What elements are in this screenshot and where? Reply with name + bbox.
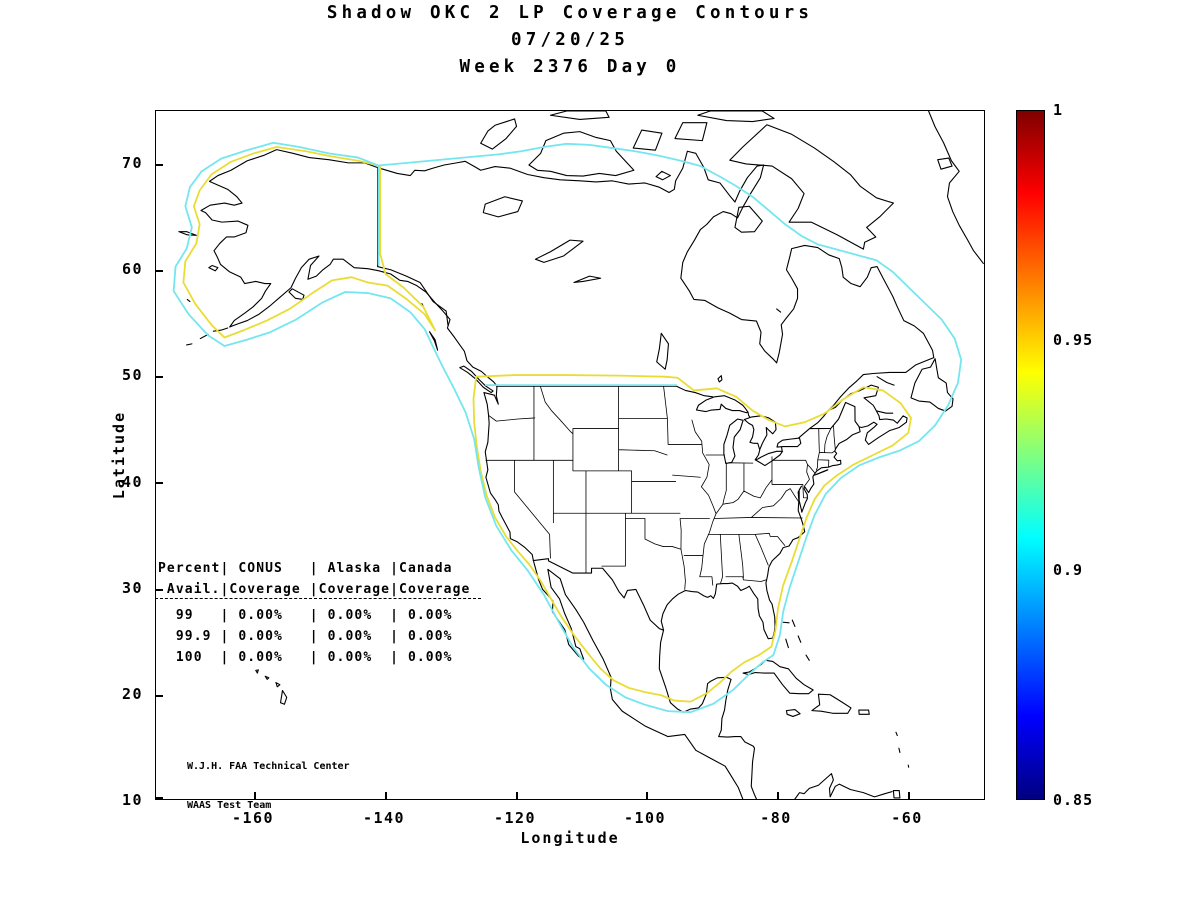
y-tick-mark (156, 797, 163, 799)
x-tick-label-120: -120 (493, 809, 537, 827)
y-tick-mark (156, 589, 163, 591)
contour-level-090 (174, 143, 962, 712)
coastline-mainland (201, 150, 934, 799)
attribution-line-2: WAAS Test Team (187, 800, 272, 811)
x-axis-label: Longitude (520, 829, 620, 847)
x-tick-mark (385, 792, 387, 799)
great-lakes (483, 197, 801, 466)
coverage-stats-table: Percent| CONUS | Alaska |Canada Avail.|C… (155, 558, 481, 668)
y-tick-label-10: 10 (121, 791, 143, 809)
stats-divider (155, 598, 481, 599)
stats-row-999: 99.9 | 0.00% | 0.00% | 0.00% (158, 629, 453, 644)
x-tick-mark (646, 792, 648, 799)
y-tick-mark (156, 482, 163, 484)
y-tick-mark (156, 376, 163, 378)
stats-row-99: 99 | 0.00% | 0.00% | 0.00% (158, 608, 453, 623)
x-tick-label-100: -100 (623, 809, 667, 827)
y-tick-label-40: 40 (121, 473, 143, 491)
x-tick-mark (254, 792, 256, 799)
y-tick-mark (156, 270, 163, 272)
y-tick-label-50: 50 (121, 366, 143, 384)
north-america-map (156, 111, 984, 799)
y-tick-label-70: 70 (121, 154, 143, 172)
y-tick-mark (156, 695, 163, 697)
colorbar (1016, 110, 1045, 800)
y-tick-label-30: 30 (121, 579, 143, 597)
attribution: W.J.H. FAA Technical Center WAAS Test Te… (187, 734, 350, 838)
y-tick-mark (156, 164, 163, 166)
attribution-line-1: W.J.H. FAA Technical Center (187, 761, 350, 772)
x-tick-mark (777, 792, 779, 799)
islands (179, 111, 984, 799)
state-borders (486, 386, 835, 589)
colorbar-label-1: 1 (1053, 101, 1064, 119)
plot-title: Shadow OKC 2 LP Coverage Contours (326, 3, 814, 23)
x-tick-mark (908, 792, 910, 799)
stats-header-row-2: Avail.|Coverage |Coverage|Coverage (158, 582, 471, 597)
stats-header-row-1: Percent| CONUS | Alaska |Canada (158, 561, 453, 576)
colorbar-label-09: 0.9 (1053, 561, 1084, 579)
x-tick-label-140: -140 (362, 809, 406, 827)
x-tick-mark (516, 792, 518, 799)
x-tick-label-160: -160 (231, 809, 275, 827)
contour-level-095 (183, 147, 911, 702)
y-axis-label: Latitude (110, 410, 128, 500)
map-axes (155, 110, 985, 800)
colorbar-label-085: 0.85 (1053, 791, 1094, 809)
y-tick-label-60: 60 (121, 260, 143, 278)
plot-week-day: Week 2376 Day 0 (459, 57, 681, 77)
national-borders (378, 168, 859, 631)
colorbar-label-095: 0.95 (1053, 331, 1094, 349)
y-tick-label-20: 20 (121, 685, 143, 703)
x-tick-label-80: -80 (760, 809, 792, 827)
stats-row-100: 100 | 0.00% | 0.00% | 0.00% (158, 650, 453, 665)
x-tick-label-60: -60 (891, 809, 923, 827)
plot-date: 07/20/25 (511, 30, 629, 50)
